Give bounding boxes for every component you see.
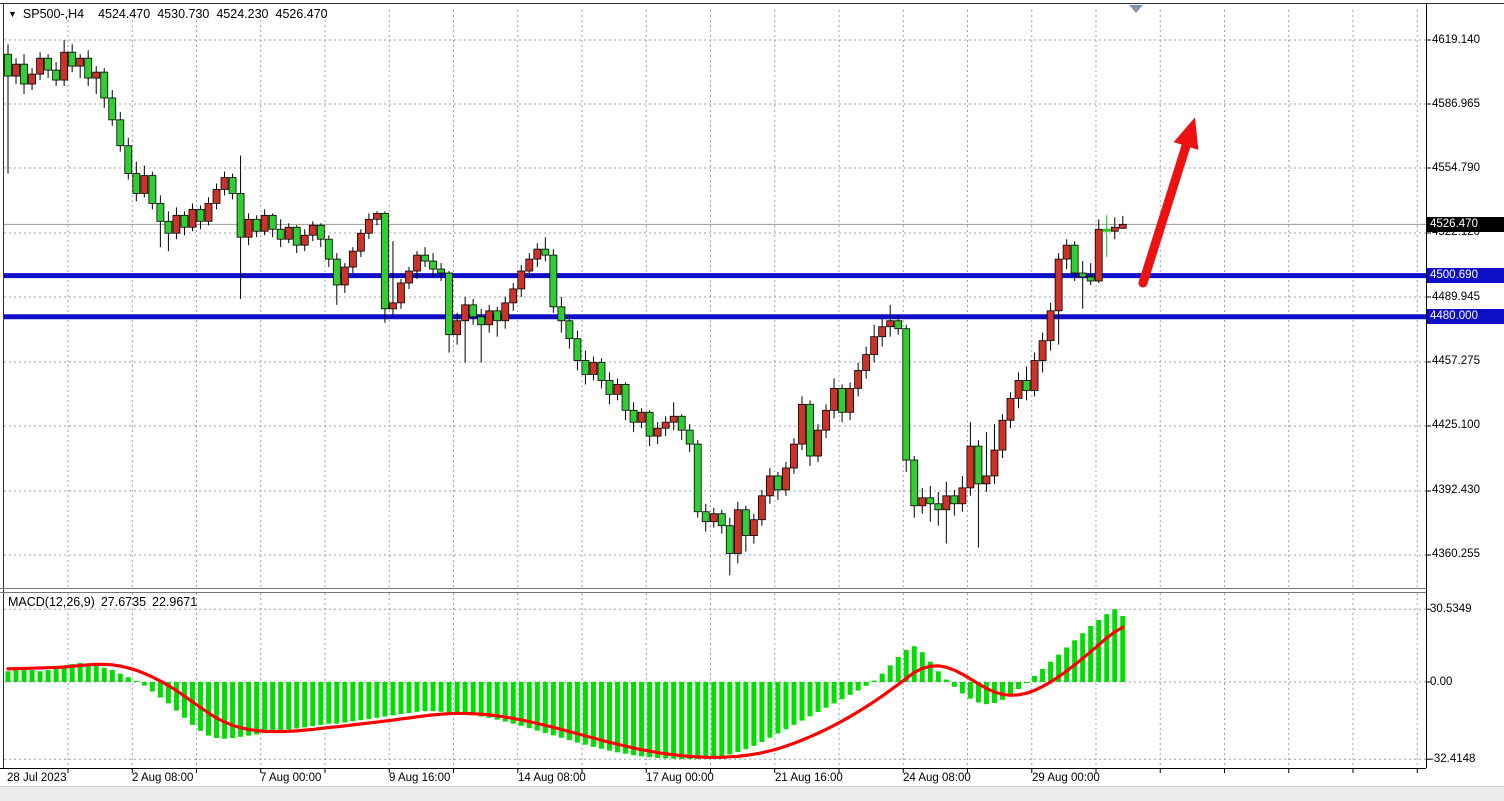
time-axis-label: 17 Aug 00:00 <box>646 772 714 784</box>
macd-axis-label: 0.00 <box>1430 675 1453 688</box>
price-axis-label: 4619.140 <box>1432 33 1480 46</box>
macd-value: 27.6735 <box>100 595 147 609</box>
bottom-strip <box>0 786 1504 801</box>
candlesticks-layer <box>4 40 1127 576</box>
time-axis-label: 28 Jul 2023 <box>7 772 67 784</box>
quote-close: 4526.470 <box>275 7 328 21</box>
price-axis-label: 4360.255 <box>1432 548 1480 561</box>
macd-axis-label: 30.5349 <box>1430 602 1472 615</box>
level-price-badge-4480: 4480.000 <box>1427 309 1504 325</box>
time-axis-label: 24 Aug 08:00 <box>903 772 971 784</box>
time-axis-label: 2 Aug 08:00 <box>132 772 194 784</box>
price-axis-label: 4489.945 <box>1432 290 1480 303</box>
price-axis-label: 4425.100 <box>1432 419 1480 432</box>
trend-arrow[interactable] <box>1138 117 1199 288</box>
time-axis-label: 21 Aug 16:00 <box>775 772 843 784</box>
macd-axis-label: -32.4148 <box>1430 752 1476 765</box>
price-axis-label: 4586.965 <box>1432 97 1480 110</box>
symbol-period-label: SP500-,H4 <box>22 7 85 21</box>
time-axis-label: 29 Aug 00:00 <box>1032 772 1100 784</box>
time-axis-label: 7 Aug 00:00 <box>260 772 322 784</box>
price-axis-label: 4457.275 <box>1432 355 1480 368</box>
symbol-dropdown-icon[interactable]: ▼ <box>8 9 17 19</box>
macd-signal-value: 22.9671 <box>152 595 198 609</box>
macd-signal-line <box>6 625 1125 759</box>
chart-title: ▼ SP500-,H4 4524.470 4530.730 4524.230 4526.4… <box>8 7 335 21</box>
macd-indicator-label: MACD(12,26,9) 27.6735 22.9671 <box>8 595 203 609</box>
price-axis-label: 4392.430 <box>1432 484 1480 497</box>
time-axis-label: 9 Aug 16:00 <box>389 772 451 784</box>
quote-high: 4530.730 <box>157 7 210 21</box>
time-axis-label: 14 Aug 08:00 <box>518 772 586 784</box>
macd-histogram <box>5 609 1126 760</box>
price-axis-label: 4554.790 <box>1432 161 1480 174</box>
macd-name: MACD(12,26,9) <box>8 595 95 609</box>
level-price-badge-4500: 4500.690 <box>1427 268 1504 284</box>
quote-open: 4524.470 <box>98 7 151 21</box>
chart-shift-marker-icon[interactable] <box>1129 5 1143 13</box>
quote-low: 4524.230 <box>216 7 269 21</box>
current-price-badge: 4526.470 <box>1427 216 1504 232</box>
